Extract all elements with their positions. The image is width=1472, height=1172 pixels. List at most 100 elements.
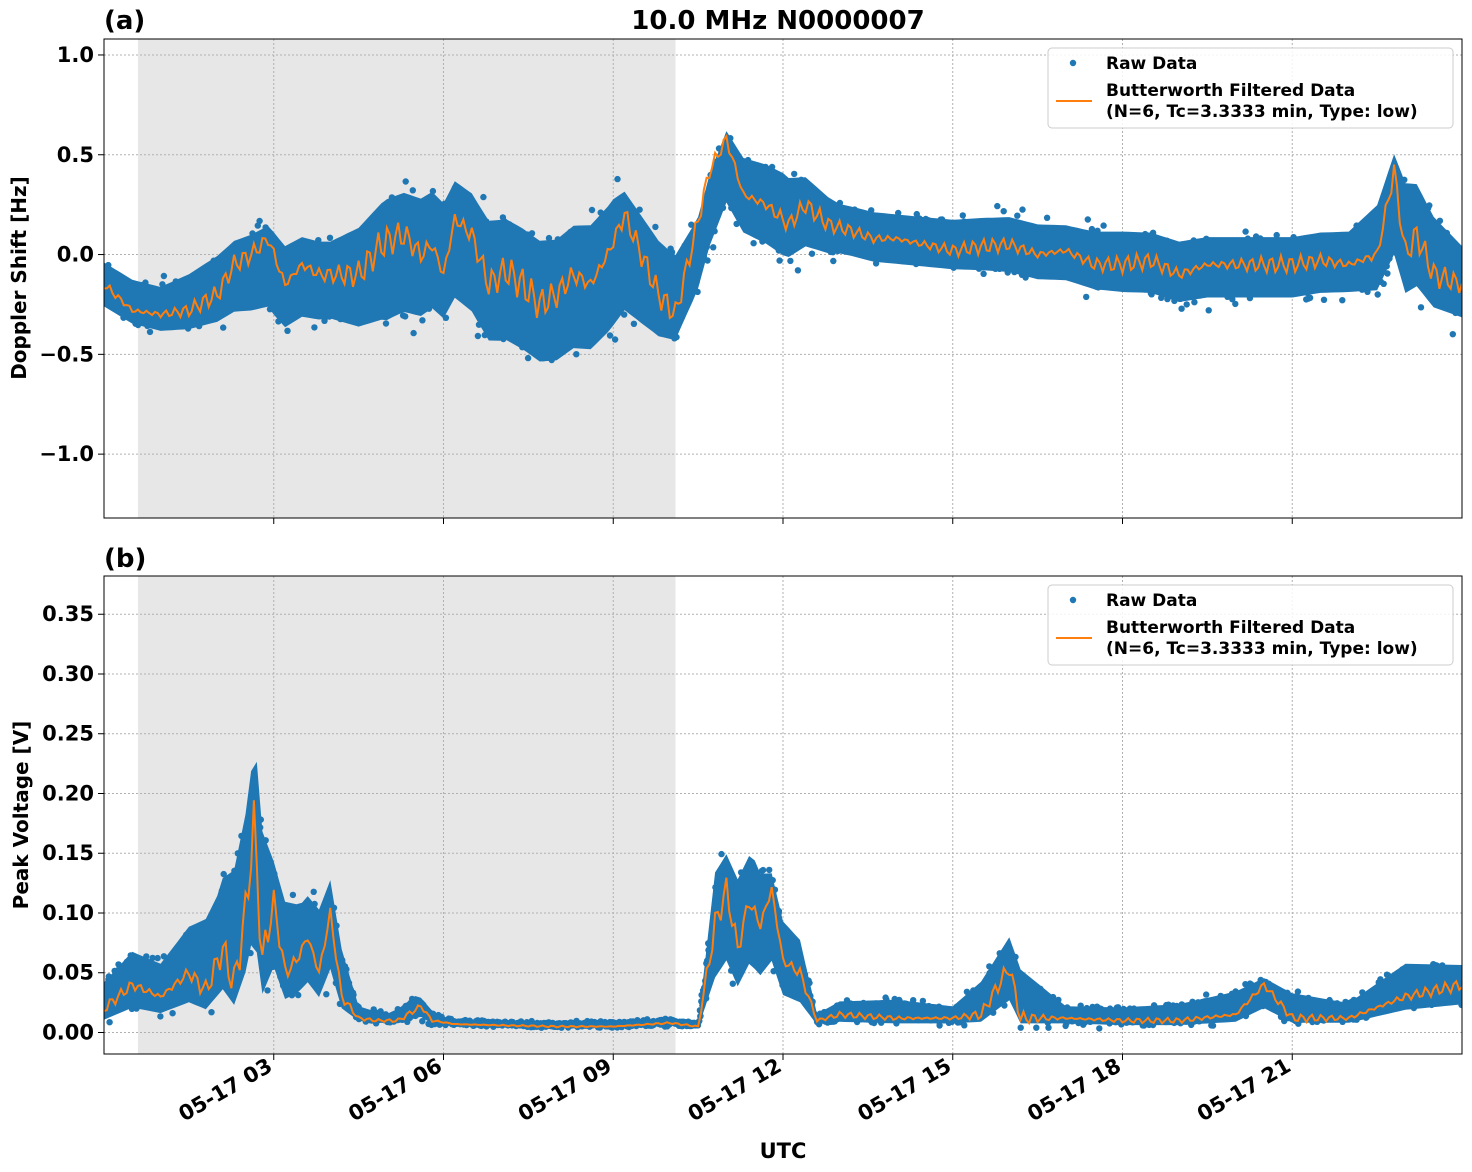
raw-data-point [652,223,659,231]
raw-data-point [1096,1025,1103,1032]
raw-data-point [1229,296,1236,303]
raw-data-point [1339,297,1346,304]
raw-data-point [1183,301,1190,308]
raw-data-point [419,1018,426,1025]
raw-data-point [614,175,621,183]
legend: Raw Data Butterworth Filtered Data(N=6, T… [1047,47,1454,129]
raw-data-point [311,324,318,331]
y-tick-label: 1.0 [57,43,94,67]
raw-data-point [1417,304,1425,311]
raw-data-point [573,351,580,358]
raw-data-point [264,987,271,994]
raw-data-point [1273,231,1280,239]
raw-data-point [980,270,987,277]
raw-data-point [1033,1024,1040,1031]
raw-data-point [936,1022,943,1029]
raw-data-point [419,317,426,324]
raw-data-point [1380,280,1387,287]
raw-data-point [1294,988,1302,995]
panel-b-label: (b) [104,544,146,574]
legend-raw-marker [1069,59,1077,67]
raw-data-point [1084,216,1092,223]
raw-data-point [1306,294,1314,301]
raw-data-point [154,954,161,962]
raw-data-point [1191,299,1198,306]
raw-data-point [1384,270,1391,277]
raw-data-point [1083,293,1090,301]
raw-data-point [284,327,291,334]
raw-data-point [630,320,638,327]
raw-data-point [146,328,154,336]
raw-data-point [289,891,297,899]
legend-raw-label: Raw Data [1106,54,1197,74]
raw-data-point [524,354,532,362]
y-tick-label: −0.5 [39,342,94,366]
raw-data-point [409,187,416,194]
raw-data-point [1088,225,1096,233]
raw-data-point [961,1022,968,1029]
panel-a: (a) 10.0 MHz N0000007 Doppler Shift [Hz]… [7,6,1463,524]
raw-data-point [611,336,619,343]
raw-data-point [1449,331,1457,338]
legend-filtered-label-line2: (N=6, Tc=3.3333 min, Type: low) [1106,102,1418,122]
figure-title: 10.0 MHz N0000007 [631,6,924,36]
raw-data-point [766,866,773,874]
raw-data-point [919,997,927,1005]
raw-data-point [1320,296,1328,303]
raw-data-point [474,332,482,340]
raw-data-point [256,217,263,225]
raw-data-point [208,1009,215,1016]
raw-data-point [310,888,317,895]
raw-data-point [1209,1022,1217,1029]
raw-data-point [323,991,330,998]
raw-data-point [410,329,417,337]
legend-filtered-label-line1: Butterworth Filtered Data [1106,81,1355,101]
raw-data-point [1242,228,1249,235]
raw-data-point [157,1013,164,1020]
raw-data-point [169,1010,176,1017]
raw-data-point [1100,222,1107,229]
raw-data-point [480,193,487,201]
y-tick-label: 0.0 [57,243,94,267]
raw-data-point [149,954,156,962]
raw-data-point [621,311,628,318]
raw-data-density-band [104,131,1462,362]
raw-data-point [1014,212,1021,219]
raw-data-point [1000,208,1007,215]
panel-a-ylabel: Doppler Shift [Hz] [7,176,31,380]
raw-data-point [1045,1024,1052,1031]
raw-data-point [1232,300,1239,308]
raw-data-point [220,870,227,878]
raw-data-point [545,234,553,242]
panel-a-label: (a) [104,6,145,36]
raw-data-point [588,206,596,214]
raw-data-point [1017,1024,1024,1031]
raw-data-point [808,250,816,257]
raw-data-point [382,320,390,327]
raw-data-point [402,178,409,185]
raw-data-point [994,202,1001,210]
raw-data-point [1374,291,1381,298]
raw-data-point [1178,305,1185,312]
raw-data-point [1203,991,1210,998]
raw-data-point [718,850,725,858]
panel-b-ylabel: Peak Voltage [V] [9,721,33,910]
y-tick-label: −1.0 [39,442,94,466]
raw-data-point [160,272,168,280]
raw-data-point [710,244,717,251]
raw-data-point [1019,206,1026,213]
raw-data-point [794,267,802,274]
raw-data-point [106,1019,113,1026]
raw-data-point [959,212,966,219]
y-tick-label: 0.5 [57,143,94,167]
raw-data-point [759,866,767,874]
raw-data-point [1043,214,1051,221]
raw-data-point [787,257,794,265]
raw-data-point [606,332,614,339]
raw-data-point [750,240,757,247]
raw-data-point [791,170,798,178]
raw-data-point [326,234,334,241]
raw-data-point [402,313,409,320]
raw-data-point [1205,307,1212,314]
